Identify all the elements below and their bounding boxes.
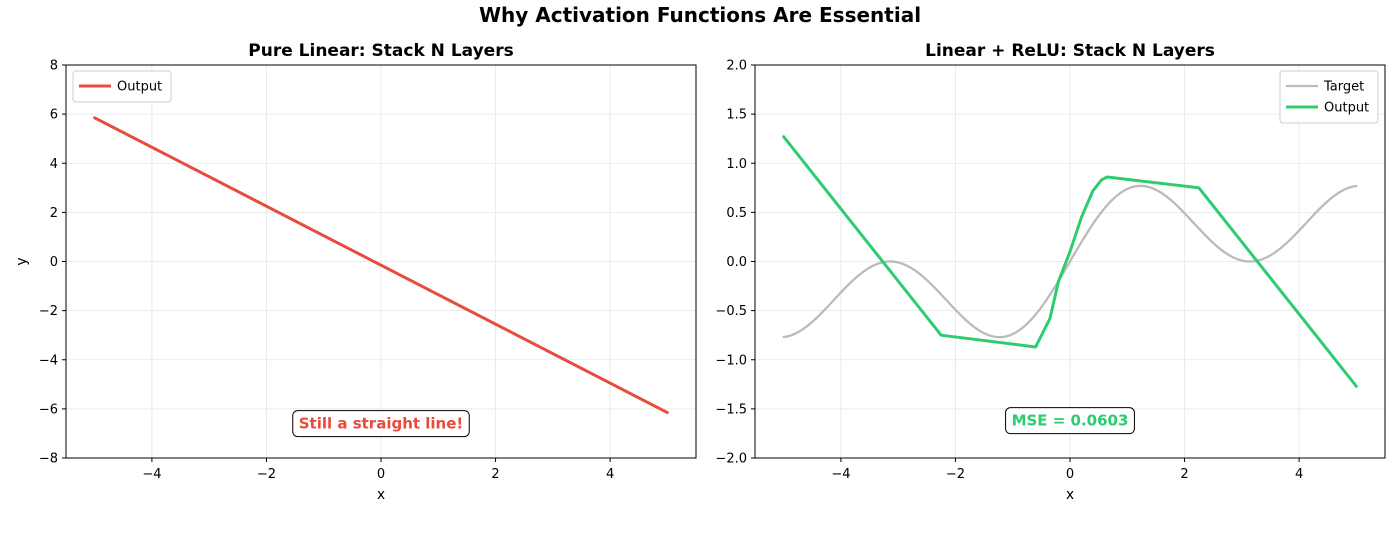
y-axis-label: y (14, 257, 30, 265)
y-tick-label: 2 (50, 206, 58, 221)
x-tick-label: −2 (946, 467, 965, 482)
x-axis-label: x (377, 487, 385, 503)
x-tick-label: 0 (1066, 467, 1074, 482)
x-tick-label: 2 (1180, 467, 1188, 482)
left-chart-panel: −4 −2 0 2 4 −8 −6 −4 −2 0 2 4 6 8 Pure Linear: Stack N… (14, 41, 697, 503)
annotation-box (1005, 407, 1135, 435)
legend-label-output: Output (1324, 101, 1369, 116)
y-tick-label: 8 (50, 59, 58, 74)
y-tick-label: −6 (39, 402, 58, 417)
y-tick-label: −8 (39, 452, 58, 467)
chart-title: Linear + ReLU: Stack N Layers (925, 41, 1215, 61)
x-axis-label: x (1066, 487, 1074, 503)
legend-label-target: Target (1323, 80, 1364, 95)
x-tick-label: −2 (257, 467, 276, 482)
legend-box (1279, 70, 1379, 124)
x-tick-label: 2 (491, 467, 499, 482)
y-tick-label: 1.0 (726, 157, 747, 172)
x-tick-label: 4 (606, 467, 614, 482)
y-tick-label: 2.0 (726, 59, 747, 74)
series-line-output (93, 116, 669, 415)
x-tick-label: −4 (142, 467, 161, 482)
right-chart-panel: −4 −2 0 2 4 −2.0 −1.5 −1.0 −0.5 0.0 0.5 1.0 1.5 2.0 Li… (715, 41, 1386, 503)
y-tick-label: 1.5 (726, 108, 747, 123)
x-tick-label: 4 (1295, 467, 1303, 482)
y-tick-label: −4 (39, 353, 58, 368)
annotation: Still a straight line! (292, 410, 470, 438)
y-tick-label: −2.0 (715, 452, 747, 467)
chart-title: Pure Linear: Stack N Layers (248, 41, 513, 61)
y-tick-label: −2 (39, 304, 58, 319)
legend: Target Output (1279, 70, 1379, 124)
y-tick-label: −0.5 (715, 304, 747, 319)
x-tick-label: 0 (377, 467, 385, 482)
figure-title: Why Activation Functions Are Essential (479, 3, 921, 27)
annotation: MSE = 0.0603 (1005, 407, 1135, 435)
legend-label-output: Output (117, 80, 162, 95)
axes-frame (754, 64, 1386, 459)
y-tick-label: 6 (50, 108, 58, 123)
y-tick-label: 0 (50, 255, 58, 270)
y-tick-label: −1.5 (715, 402, 747, 417)
series-line-target (782, 184, 1358, 339)
axes-frame (65, 64, 697, 459)
y-tick-label: 4 (50, 157, 58, 172)
annotation-text: Still a straight line! (299, 415, 464, 433)
legend: Output (72, 70, 172, 103)
annotation-text: MSE = 0.0603 (1012, 412, 1129, 430)
y-tick-label: 0.0 (726, 255, 747, 270)
x-tick-label: −4 (831, 467, 850, 482)
y-tick-label: −1.0 (715, 353, 747, 368)
series-line-output (782, 135, 1358, 388)
y-tick-label: 0.5 (726, 206, 747, 221)
legend-box (72, 70, 172, 103)
annotation-box (292, 410, 470, 438)
